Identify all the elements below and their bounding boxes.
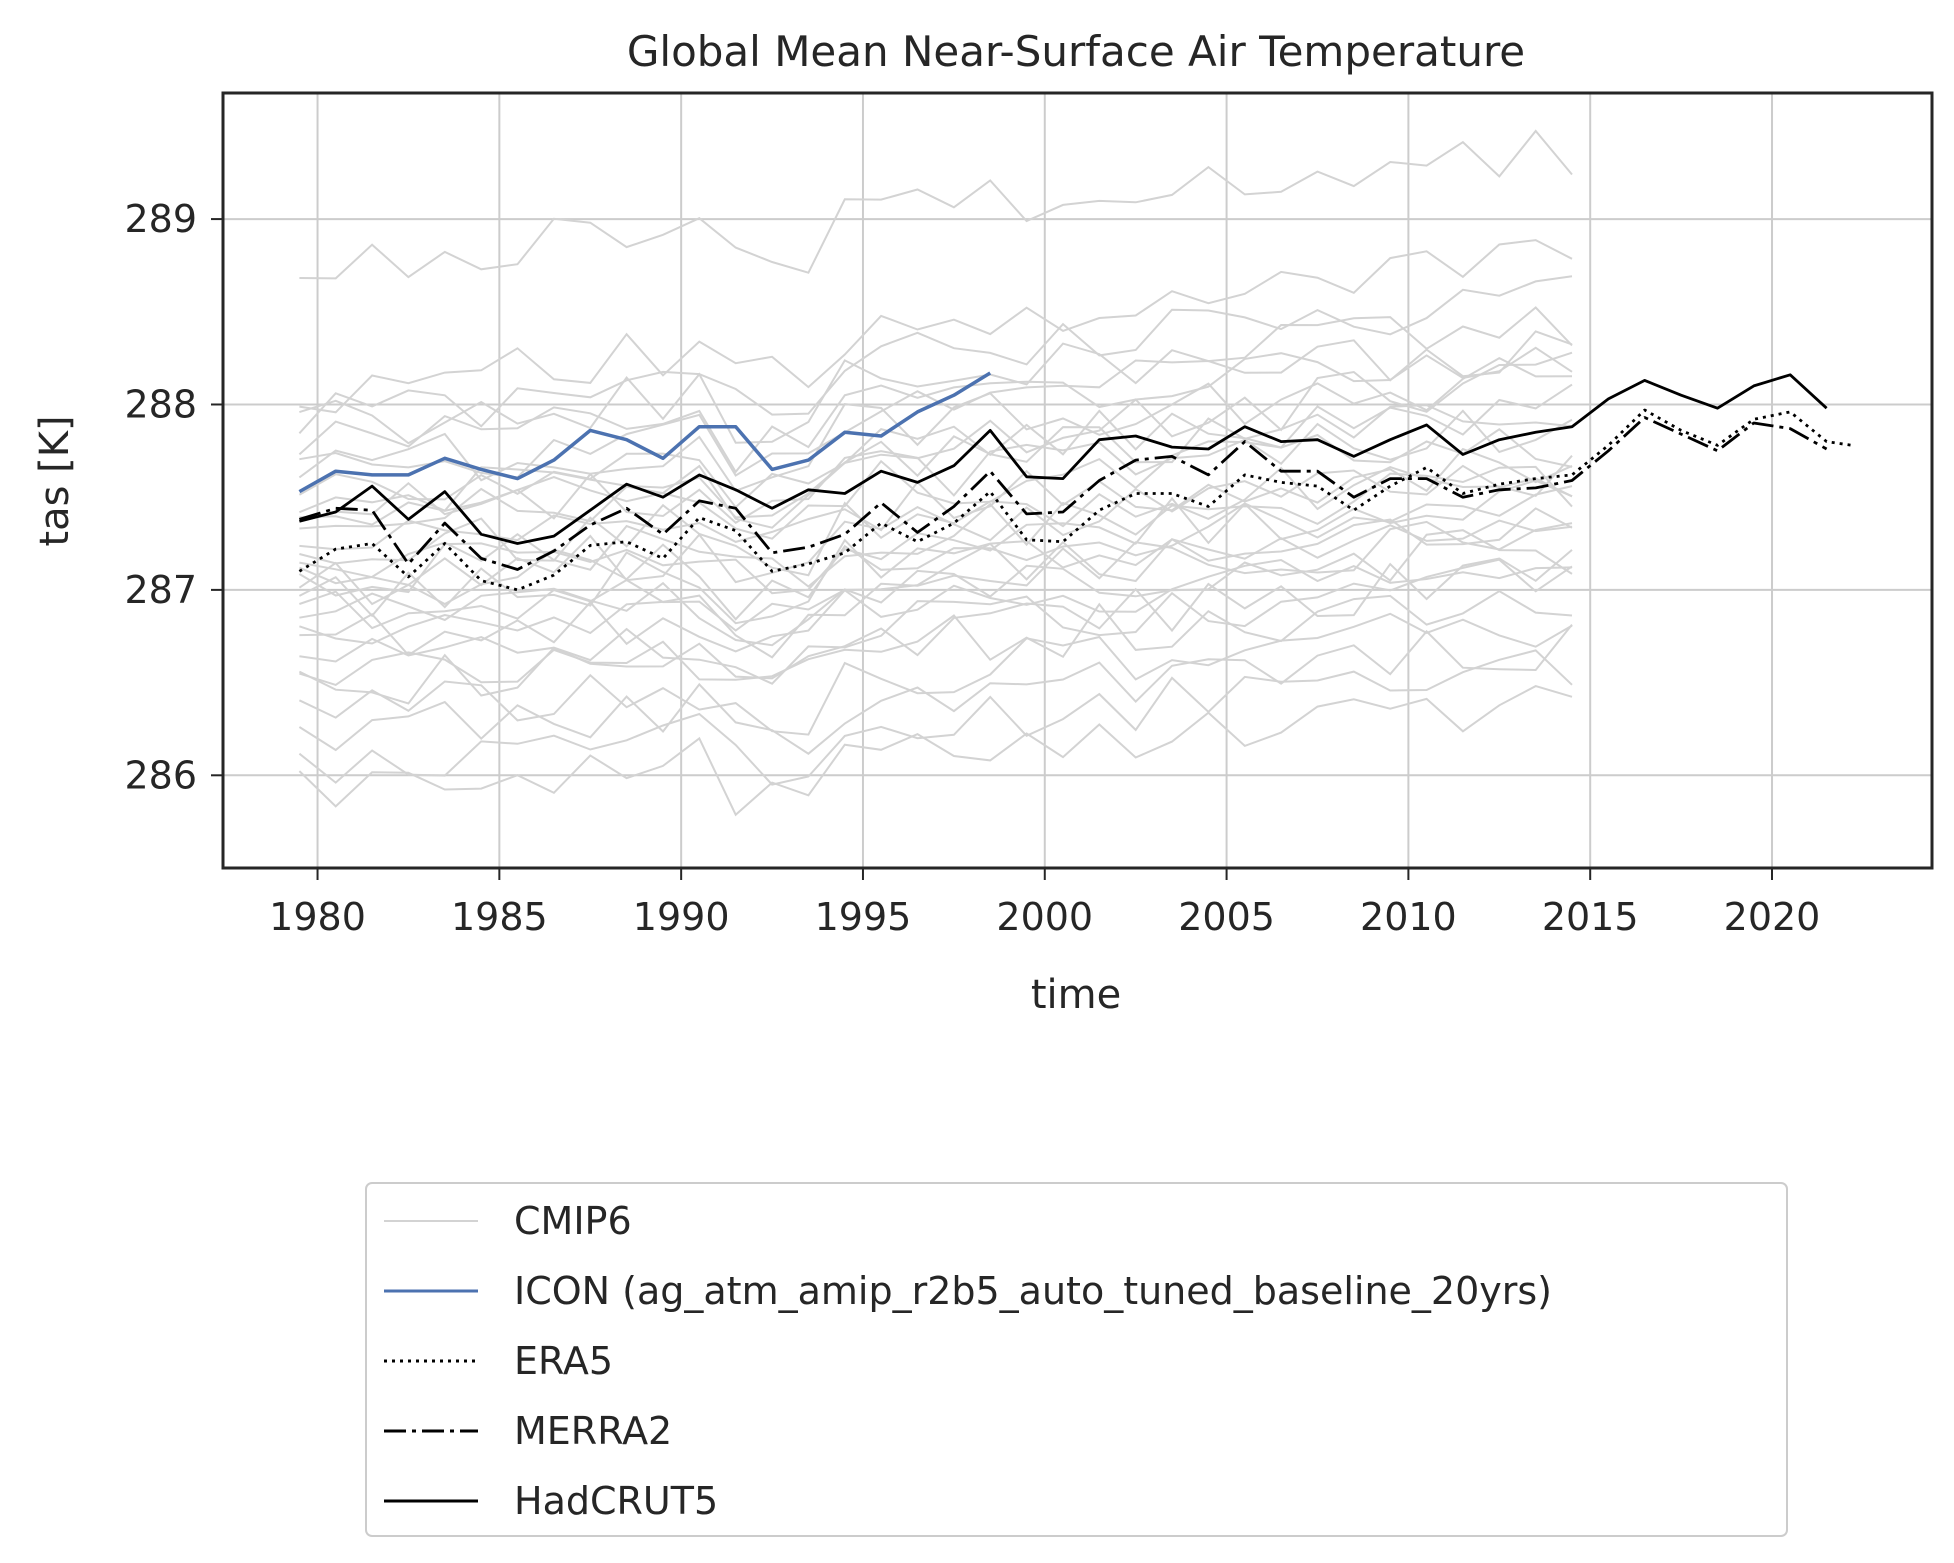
cmip6-member-line xyxy=(299,558,1573,685)
x-axis-ticks: 1980 1985 1990 1995 2000 2005 2010 2015 2020 xyxy=(269,868,1820,939)
legend-label: ICON (ag_atm_amip_r2b5_auto_tuned_baseli… xyxy=(514,1269,1552,1313)
cmip6-member-line xyxy=(298,685,1573,817)
legend: CMIP6 ICON (ag_atm_amip_r2b5_auto_tuned_b… xyxy=(365,1182,1788,1537)
cmip6-member-line xyxy=(299,558,1573,657)
x-tick-label: 2010 xyxy=(1360,895,1457,939)
cmip6-member-line xyxy=(299,428,1573,540)
y-tick-label: 289 xyxy=(124,197,197,241)
cmip6-member-line xyxy=(299,129,1573,280)
cmip6-member-line xyxy=(299,590,1573,686)
cmip6-member-line xyxy=(298,507,1573,625)
gridlines xyxy=(223,93,1932,868)
cmip6-member-line xyxy=(299,351,1573,529)
cmip6-member-line xyxy=(298,485,1573,621)
series-line-hadcrut5 xyxy=(299,373,1828,545)
x-tick-label: 1995 xyxy=(815,895,912,939)
cmip6-member-line xyxy=(298,623,1573,755)
legend-label: MERRA2 xyxy=(514,1409,672,1453)
plot-frame xyxy=(221,91,1934,870)
cmip6-member-line xyxy=(298,649,1573,786)
cmip6-member-line xyxy=(299,519,1573,632)
series-lines xyxy=(298,371,1853,592)
y-axis-ticks: 286 287 288 289 xyxy=(124,197,223,797)
x-tick-label: 2015 xyxy=(1542,895,1639,939)
cmip6-member-line xyxy=(299,306,1573,445)
series-line-merra2 xyxy=(298,416,1828,571)
cmip6-member-line xyxy=(298,275,1573,434)
cmip6-member-line xyxy=(299,409,1573,524)
x-tick-label: 2020 xyxy=(1724,895,1821,939)
cmip6-member-line xyxy=(298,356,1573,493)
x-tick-label: 2000 xyxy=(996,895,1093,939)
y-tick-label: 286 xyxy=(124,753,197,797)
cmip6-member-line xyxy=(299,529,1573,647)
cmip6-member-line xyxy=(298,612,1573,736)
y-tick-label: 287 xyxy=(124,568,197,612)
cmip6-member-line xyxy=(299,465,1573,588)
y-tick-label: 288 xyxy=(124,382,197,426)
x-tick-label: 1980 xyxy=(269,895,366,939)
x-axis-label: time xyxy=(1031,972,1121,1018)
cmip6-ensemble xyxy=(298,129,1573,817)
y-axis-label: tas [K] xyxy=(32,415,78,546)
series-line-era5 xyxy=(298,408,1853,592)
legend-box xyxy=(365,1182,1788,1537)
cmip6-member-line xyxy=(298,383,1573,509)
series-line-icon xyxy=(298,371,992,494)
x-tick-label: 1990 xyxy=(633,895,730,939)
legend-label: CMIP6 xyxy=(514,1199,632,1243)
cmip6-member-line xyxy=(298,479,1573,597)
legend-label: HadCRUT5 xyxy=(514,1479,718,1523)
x-tick-label: 2005 xyxy=(1178,895,1275,939)
chart-title: Global Mean Near-Surface Air Temperature xyxy=(627,27,1525,76)
cmip6-member-line xyxy=(299,464,1573,587)
x-tick-label: 1985 xyxy=(451,895,548,939)
cmip6-member-line xyxy=(298,346,1573,474)
cmip6-member-line xyxy=(299,520,1573,659)
cmip6-member-line xyxy=(299,404,1573,519)
cmip6-member-line xyxy=(298,549,1573,705)
legend-label: ERA5 xyxy=(514,1339,613,1383)
cmip6-member-line xyxy=(299,239,1573,414)
